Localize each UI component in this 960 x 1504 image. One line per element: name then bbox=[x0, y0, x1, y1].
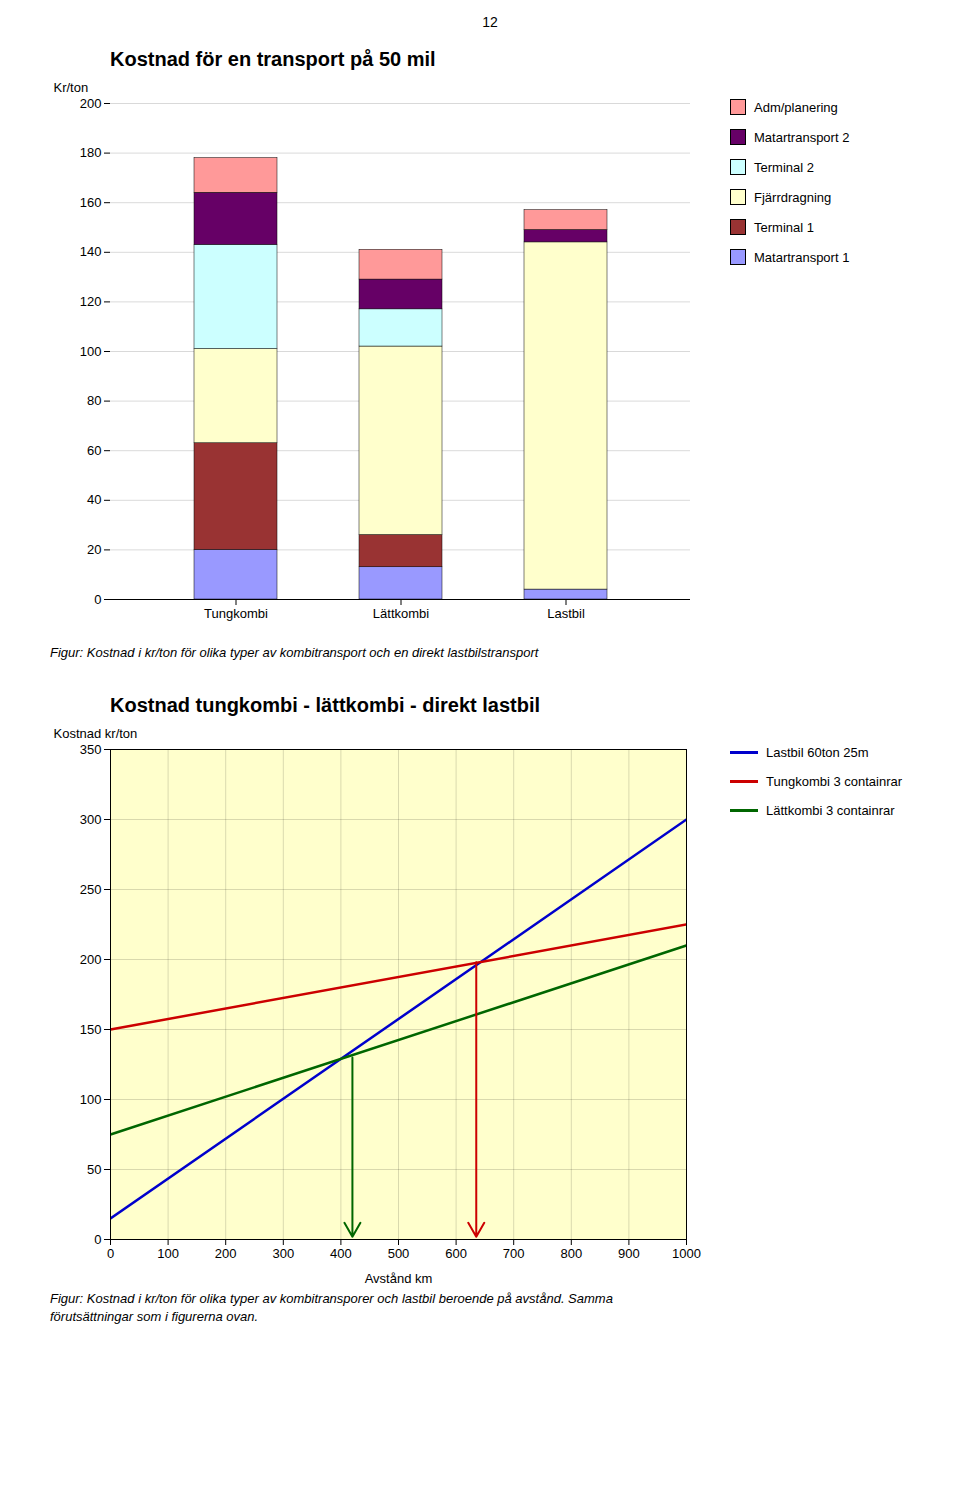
svg-text:0: 0 bbox=[94, 1232, 101, 1247]
svg-text:300: 300 bbox=[80, 812, 102, 827]
svg-text:300: 300 bbox=[272, 1246, 294, 1261]
svg-text:Kostnad kr/ton: Kostnad kr/ton bbox=[54, 726, 138, 741]
svg-text:350: 350 bbox=[80, 742, 102, 757]
svg-text:600: 600 bbox=[445, 1246, 467, 1261]
svg-text:60: 60 bbox=[87, 443, 101, 458]
svg-text:Lastbil: Lastbil bbox=[547, 606, 585, 621]
svg-text:Kr/ton: Kr/ton bbox=[54, 80, 89, 95]
svg-text:160: 160 bbox=[80, 195, 102, 210]
svg-text:200: 200 bbox=[215, 1246, 237, 1261]
svg-text:800: 800 bbox=[560, 1246, 582, 1261]
html-text:Kostnad tungkombi - lättkombi: Kostnad tungkombi - lättkombi - direkt l… bbox=[110, 694, 540, 716]
svg-text:180: 180 bbox=[80, 145, 102, 160]
svg-text:150: 150 bbox=[80, 1022, 102, 1037]
svg-text:Lättkombi: Lättkombi bbox=[373, 606, 429, 621]
svg-text:Tungkombi: Tungkombi bbox=[204, 606, 268, 621]
svg-text:0: 0 bbox=[94, 592, 101, 607]
svg-text:40: 40 bbox=[87, 492, 101, 507]
html-text:12: 12 bbox=[482, 14, 498, 30]
svg-text:Avstånd km: Avstånd km bbox=[365, 1271, 433, 1286]
svg-text:100: 100 bbox=[80, 1092, 102, 1107]
svg-text:200: 200 bbox=[80, 96, 102, 111]
html-text:Matartransport 1: Matartransport 1 bbox=[754, 249, 850, 265]
svg-text:200: 200 bbox=[80, 952, 102, 967]
html-text:Figur: Kostnad i kr/ton för ol: Figur: Kostnad i kr/ton för olika typer … bbox=[50, 645, 539, 660]
html-text:Matartransport 2: Matartransport 2 bbox=[754, 129, 850, 145]
html-text:Kostnad för en transport på 50: Kostnad för en transport på 50 mil bbox=[110, 48, 436, 70]
svg-text:500: 500 bbox=[388, 1246, 410, 1261]
html-text:Fjärrdragning: Fjärrdragning bbox=[754, 189, 832, 205]
svg-text:120: 120 bbox=[80, 294, 102, 309]
svg-text:1000: 1000 bbox=[672, 1246, 701, 1261]
svg-text:100: 100 bbox=[80, 344, 102, 359]
html-text:förutsättningar som i figurern: förutsättningar som i figurerna ovan. bbox=[50, 1309, 259, 1324]
html-text:Terminal 1: Terminal 1 bbox=[754, 219, 814, 235]
svg-text:400: 400 bbox=[330, 1246, 352, 1261]
svg-text:0: 0 bbox=[107, 1246, 114, 1261]
html-text:Tungkombi 3 containrar: Tungkombi 3 containrar bbox=[766, 774, 903, 789]
svg-text:900: 900 bbox=[618, 1246, 640, 1261]
html-text:Lastbil 60ton 25m: Lastbil 60ton 25m bbox=[766, 745, 869, 760]
html-text:Lättkombi 3 containrar: Lättkombi 3 containrar bbox=[766, 803, 895, 818]
svg-text:50: 50 bbox=[87, 1162, 101, 1177]
html-text:Figur: Kostnad i kr/ton för ol: Figur: Kostnad i kr/ton för olika typer … bbox=[50, 1291, 613, 1306]
svg-text:140: 140 bbox=[80, 244, 102, 259]
svg-text:80: 80 bbox=[87, 393, 101, 408]
svg-text:100: 100 bbox=[157, 1246, 179, 1261]
html-text:Terminal 2: Terminal 2 bbox=[754, 159, 814, 175]
svg-text:20: 20 bbox=[87, 542, 101, 557]
svg-text:700: 700 bbox=[503, 1246, 525, 1261]
html-text:Adm/planering: Adm/planering bbox=[754, 99, 838, 115]
svg-text:250: 250 bbox=[80, 882, 102, 897]
